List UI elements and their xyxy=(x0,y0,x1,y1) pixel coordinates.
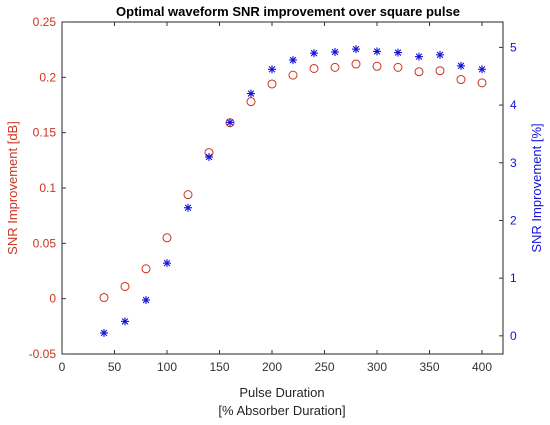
data-point-percent xyxy=(457,61,465,70)
x-tick-label: 250 xyxy=(314,360,334,374)
chart-title: Optimal waveform SNR improvement over sq… xyxy=(116,4,460,19)
data-point-db xyxy=(414,67,424,77)
data-point-percent xyxy=(394,48,402,57)
data-point-db xyxy=(267,79,277,89)
data-point-db xyxy=(477,78,487,88)
left-y-axis-ticks: -0.05 0 0.05 0.1 0.15 0.2 0.25 xyxy=(29,15,66,361)
right-y-tick-label: 4 xyxy=(510,98,517,112)
data-point-db xyxy=(246,97,256,107)
data-point-db xyxy=(435,66,445,76)
right-y-tick-label: 2 xyxy=(510,213,517,227)
series-percent-asterisks xyxy=(100,45,486,337)
data-point-db xyxy=(372,61,382,71)
data-point-percent xyxy=(415,52,423,61)
data-point-percent xyxy=(268,65,276,74)
left-y-tick-label: 0.25 xyxy=(33,15,57,29)
x-axis-label-line2: [% Absorber Duration] xyxy=(218,403,345,418)
data-point-db xyxy=(162,233,172,243)
data-point-db xyxy=(456,75,466,85)
plot-area xyxy=(61,21,504,355)
data-point-percent xyxy=(163,259,171,268)
x-tick-label: 400 xyxy=(472,360,492,374)
x-axis-label-line1: Pulse Duration xyxy=(239,385,324,400)
data-point-percent xyxy=(247,89,255,98)
left-y-tick-label: 0.2 xyxy=(39,70,56,84)
data-point-percent xyxy=(331,47,339,56)
x-tick-label: 350 xyxy=(419,360,439,374)
data-point-percent xyxy=(373,47,381,56)
left-y-axis-label: SNR Improvement [dB] xyxy=(5,121,20,255)
data-point-percent xyxy=(100,328,108,337)
data-point-db xyxy=(351,59,361,69)
data-point-db xyxy=(120,281,130,291)
x-tick-label: 100 xyxy=(157,360,177,374)
right-y-tick-label: 5 xyxy=(510,40,517,54)
data-point-percent xyxy=(226,118,234,127)
x-axis-ticks: 0 50 100 150 200 250 300 350 400 xyxy=(59,22,492,374)
data-point-percent xyxy=(310,49,318,58)
data-point-db xyxy=(183,190,193,200)
left-y-tick-label: 0.1 xyxy=(39,181,56,195)
data-point-db xyxy=(288,70,298,80)
data-point-percent xyxy=(436,50,444,59)
right-y-tick-label: 1 xyxy=(510,271,517,285)
x-tick-label: 0 xyxy=(59,360,66,374)
data-point-percent xyxy=(142,296,150,305)
data-point-percent xyxy=(184,203,192,212)
left-y-tick-label: 0.15 xyxy=(33,126,57,140)
data-point-db xyxy=(141,264,151,274)
left-y-tick-label: 0 xyxy=(49,292,56,306)
left-y-tick-label: 0.05 xyxy=(33,236,57,250)
data-point-percent xyxy=(205,152,213,161)
data-point-db xyxy=(330,62,340,72)
x-tick-label: 150 xyxy=(209,360,229,374)
data-point-db xyxy=(393,62,403,72)
x-tick-label: 300 xyxy=(367,360,387,374)
data-point-db xyxy=(309,63,319,73)
data-point-percent xyxy=(478,65,486,74)
x-tick-label: 50 xyxy=(108,360,122,374)
left-y-tick-label: -0.05 xyxy=(29,347,57,361)
right-y-tick-label: 3 xyxy=(510,156,517,170)
data-point-db xyxy=(99,293,109,303)
right-y-axis-label: SNR Improvement [%] xyxy=(529,123,544,252)
data-point-percent xyxy=(121,317,129,326)
right-y-tick-label: 0 xyxy=(510,329,517,343)
right-y-axis-ticks: 0 1 2 3 4 5 xyxy=(499,40,517,343)
data-point-percent xyxy=(352,45,360,54)
series-db-circles xyxy=(99,59,487,303)
x-tick-label: 200 xyxy=(262,360,282,374)
data-point-percent xyxy=(289,56,297,65)
